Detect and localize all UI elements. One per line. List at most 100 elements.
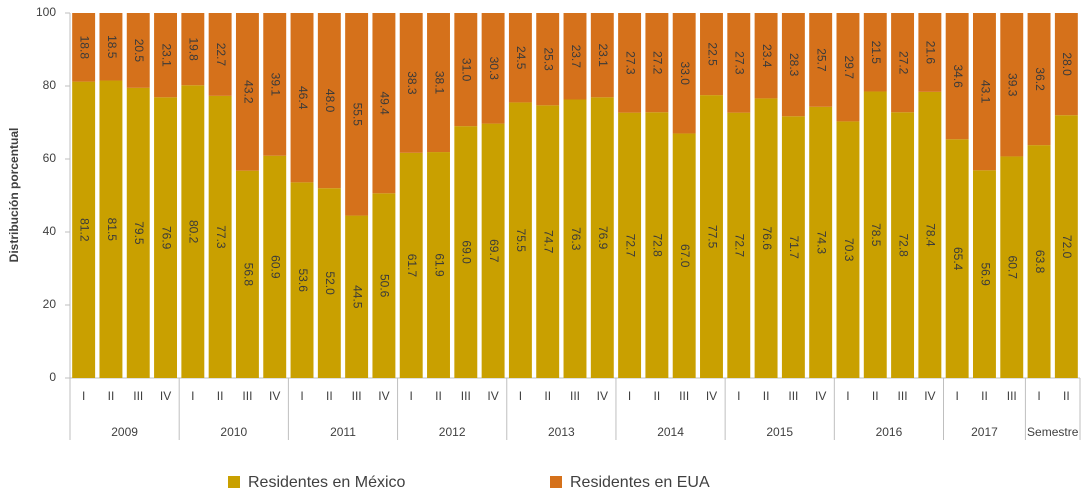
y-tick-label: 60 [43,151,57,165]
value-label: 27.2 [651,51,665,75]
x-tick-label: II [435,389,442,403]
value-label: 39.1 [269,73,283,97]
bar-segment [536,13,560,106]
value-label: 81.2 [77,218,91,242]
value-label: 52.0 [323,271,337,295]
value-label: 61.9 [432,253,446,277]
value-label: 74.7 [542,230,556,254]
x-tick-label: I [82,389,85,403]
x-tick-label: III [570,389,580,403]
value-label: 22.7 [214,43,228,67]
bar-segment [809,106,833,379]
value-label: 18.8 [77,36,91,60]
bar-segment [154,97,178,378]
bar-segment [263,13,287,156]
value-label: 81.5 [105,218,119,242]
value-label: 46.4 [296,86,310,110]
bar-segment [181,85,205,379]
bar-segment [645,13,669,113]
bar-segment [918,13,942,92]
value-label: 79.5 [132,221,146,245]
value-label: 30.3 [487,57,501,81]
value-label: 29.7 [842,56,856,80]
value-label: 28.0 [1060,52,1074,76]
group-label: 2015 [766,425,793,439]
group-label: 2012 [439,425,466,439]
x-tick-label: IV [487,389,498,403]
bar-segment [863,91,887,378]
x-tick-label: II [217,389,224,403]
value-label: 38.3 [405,71,419,95]
value-label: 72.8 [896,233,910,257]
bar-segment [645,112,669,378]
x-tick-label: IV [924,389,935,403]
value-label: 18.5 [105,35,119,59]
bar-segment [399,13,423,153]
group-label: 2016 [876,425,903,439]
value-label: 27.3 [623,51,637,75]
value-label: 69.0 [460,240,474,264]
value-label: 77.5 [705,225,719,249]
bar-segment [154,13,178,98]
bar-segment [208,13,232,96]
value-label: 65.4 [951,247,965,271]
bar-segment [481,123,505,378]
bar-segment [399,152,423,378]
bar-segment [427,13,450,153]
x-tick-label: IV [378,389,389,403]
x-tick-label: I [628,389,631,403]
x-tick-label: III [133,389,143,403]
bar-segment [863,13,887,92]
bar-segment [1000,13,1024,157]
value-label: 60.9 [269,255,283,279]
x-tick-label: I [410,389,413,403]
value-label: 43.2 [241,80,255,104]
x-tick-label: III [1007,389,1017,403]
bar-segment [590,13,614,98]
value-label: 20.5 [132,39,146,63]
value-label: 72.7 [733,234,747,258]
value-label: 23.7 [569,45,583,69]
bar-segment [727,13,751,113]
bar-segment [891,13,915,113]
value-label: 48.0 [323,89,337,113]
bar-segment [700,13,723,96]
value-label: 76.6 [760,227,774,251]
x-tick-label: II [763,389,770,403]
value-label: 23.1 [596,43,610,67]
bar-segment [563,99,587,378]
value-label: 43.1 [978,80,992,104]
value-label: 25.7 [815,48,829,72]
bar-segment [1054,13,1078,116]
bar-segment [290,182,314,378]
value-label: 36.2 [1033,67,1047,91]
x-tick-label: II [108,389,115,403]
x-tick-label: IV [597,389,608,403]
value-label: 77.3 [214,225,228,249]
bar-segment [727,112,751,379]
value-label: 23.4 [760,44,774,68]
bar-segment [836,13,860,122]
x-tick-label: II [544,389,551,403]
x-tick-label: I [955,389,958,403]
value-label: 67.0 [678,244,692,268]
value-label: 24.5 [514,46,528,70]
bar-segment [563,13,587,100]
value-label: 27.2 [896,51,910,75]
bar-segment [945,139,969,378]
bar-segment [590,97,614,378]
legend-label: Residentes en México [248,474,406,491]
value-label: 76.9 [159,226,173,250]
bar-segment [454,126,478,379]
x-tick-label: II [654,389,661,403]
x-tick-label: III [242,389,252,403]
y-tick-label: 80 [43,78,57,92]
bar-segment [972,13,996,171]
value-label: 60.7 [1006,256,1020,280]
value-label: 80.2 [187,220,201,244]
value-label: 23.1 [159,43,173,67]
value-label: 25.3 [542,47,556,71]
bar-segment [508,102,532,379]
value-label: 78.5 [869,223,883,247]
